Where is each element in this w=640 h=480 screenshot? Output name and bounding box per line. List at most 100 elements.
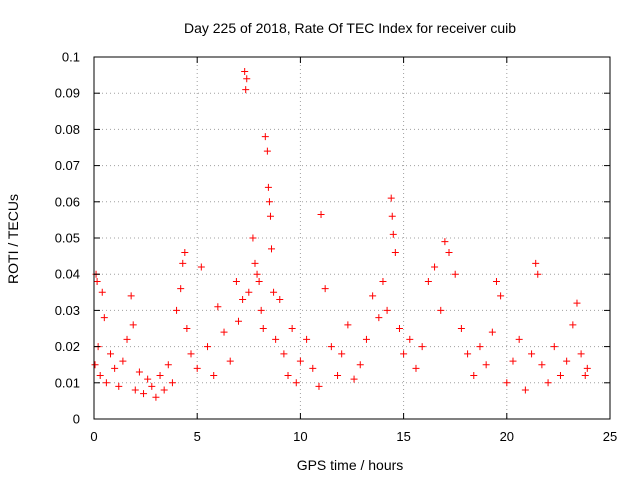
- y-tick-label: 0.08: [55, 122, 80, 137]
- x-tick-label: 20: [500, 429, 514, 444]
- data-point: [569, 321, 577, 329]
- data-point: [350, 375, 358, 383]
- data-point: [93, 277, 101, 285]
- data-point: [140, 390, 148, 398]
- data-point: [253, 270, 261, 278]
- data-point: [464, 350, 472, 358]
- data-point: [338, 350, 346, 358]
- data-point: [344, 321, 352, 329]
- data-point: [123, 335, 131, 343]
- data-point: [544, 379, 552, 387]
- data-point: [296, 357, 304, 365]
- y-tick-label: 0.05: [55, 231, 80, 246]
- data-point: [131, 386, 139, 394]
- y-tick-label: 0.1: [62, 50, 80, 65]
- data-point: [204, 343, 212, 351]
- data-marks: [91, 67, 591, 401]
- y-tick-label: 0.07: [55, 158, 80, 173]
- data-point: [243, 75, 251, 83]
- data-point: [515, 335, 523, 343]
- data-point: [183, 325, 191, 332]
- data-point: [98, 288, 106, 296]
- data-point: [534, 270, 542, 278]
- data-point: [369, 292, 377, 300]
- data-point: [148, 382, 156, 390]
- data-point: [100, 314, 108, 322]
- data-point: [457, 325, 465, 332]
- data-point: [492, 277, 500, 285]
- data-point: [356, 361, 364, 369]
- y-tick-label: 0.03: [55, 303, 80, 318]
- data-point: [239, 296, 247, 304]
- data-point: [437, 306, 445, 314]
- data-point: [210, 372, 218, 380]
- data-point: [135, 368, 143, 376]
- data-point: [362, 335, 370, 343]
- data-point: [431, 263, 439, 271]
- y-tick-label: 0.02: [55, 339, 80, 354]
- data-point: [96, 372, 104, 380]
- data-point: [315, 382, 323, 390]
- data-point: [563, 357, 571, 365]
- data-point: [334, 372, 342, 380]
- data-point: [303, 335, 311, 343]
- x-tick-label: 0: [90, 429, 97, 444]
- axis-ticks: [93, 56, 611, 420]
- data-point: [400, 350, 408, 358]
- data-point: [445, 248, 453, 256]
- data-point: [388, 212, 396, 220]
- y-tick-label: 0.04: [55, 267, 80, 282]
- data-point: [389, 230, 397, 238]
- x-tick-label: 15: [396, 429, 410, 444]
- data-point: [119, 357, 127, 365]
- data-point: [179, 259, 187, 267]
- data-point: [226, 357, 234, 365]
- x-tick-label: 5: [194, 429, 201, 444]
- data-point: [102, 379, 110, 387]
- data-point: [152, 393, 160, 401]
- data-point: [251, 259, 259, 267]
- data-point: [160, 386, 168, 394]
- data-point: [521, 386, 529, 394]
- data-point: [127, 292, 135, 300]
- data-point: [327, 343, 335, 351]
- data-point: [482, 361, 490, 369]
- data-point: [234, 317, 242, 325]
- data-point: [232, 277, 240, 285]
- data-point: [412, 364, 420, 372]
- data-point: [317, 210, 325, 218]
- data-point: [556, 372, 564, 380]
- data-point: [418, 343, 426, 351]
- data-point: [375, 314, 383, 322]
- data-point: [284, 372, 292, 380]
- data-point: [532, 259, 540, 267]
- data-point: [129, 321, 137, 329]
- data-point: [266, 212, 274, 220]
- data-point: [538, 361, 546, 369]
- data-point: [115, 382, 123, 390]
- data-point: [245, 288, 253, 296]
- data-point: [292, 379, 300, 387]
- data-point: [257, 306, 265, 314]
- data-point: [187, 350, 195, 358]
- data-point: [280, 350, 288, 358]
- data-point: [263, 147, 271, 155]
- x-tick-label: 10: [293, 429, 307, 444]
- y-axis-label: ROTI / TECUs: [5, 194, 21, 284]
- data-point: [497, 292, 505, 300]
- data-point: [241, 67, 249, 75]
- data-point: [395, 325, 403, 332]
- data-point: [193, 364, 201, 372]
- x-tick-labels: 0 5 10 15 20 25: [90, 429, 617, 444]
- data-point: [156, 372, 164, 380]
- data-point: [451, 270, 459, 278]
- data-point: [406, 335, 414, 343]
- data-point: [242, 86, 250, 94]
- y-tick-label: 0: [73, 412, 80, 427]
- y-tick-label: 0.06: [55, 194, 80, 209]
- data-point: [550, 343, 558, 351]
- data-point: [321, 285, 329, 293]
- data-point: [91, 361, 99, 369]
- data-point: [177, 285, 185, 293]
- data-point: [503, 379, 511, 387]
